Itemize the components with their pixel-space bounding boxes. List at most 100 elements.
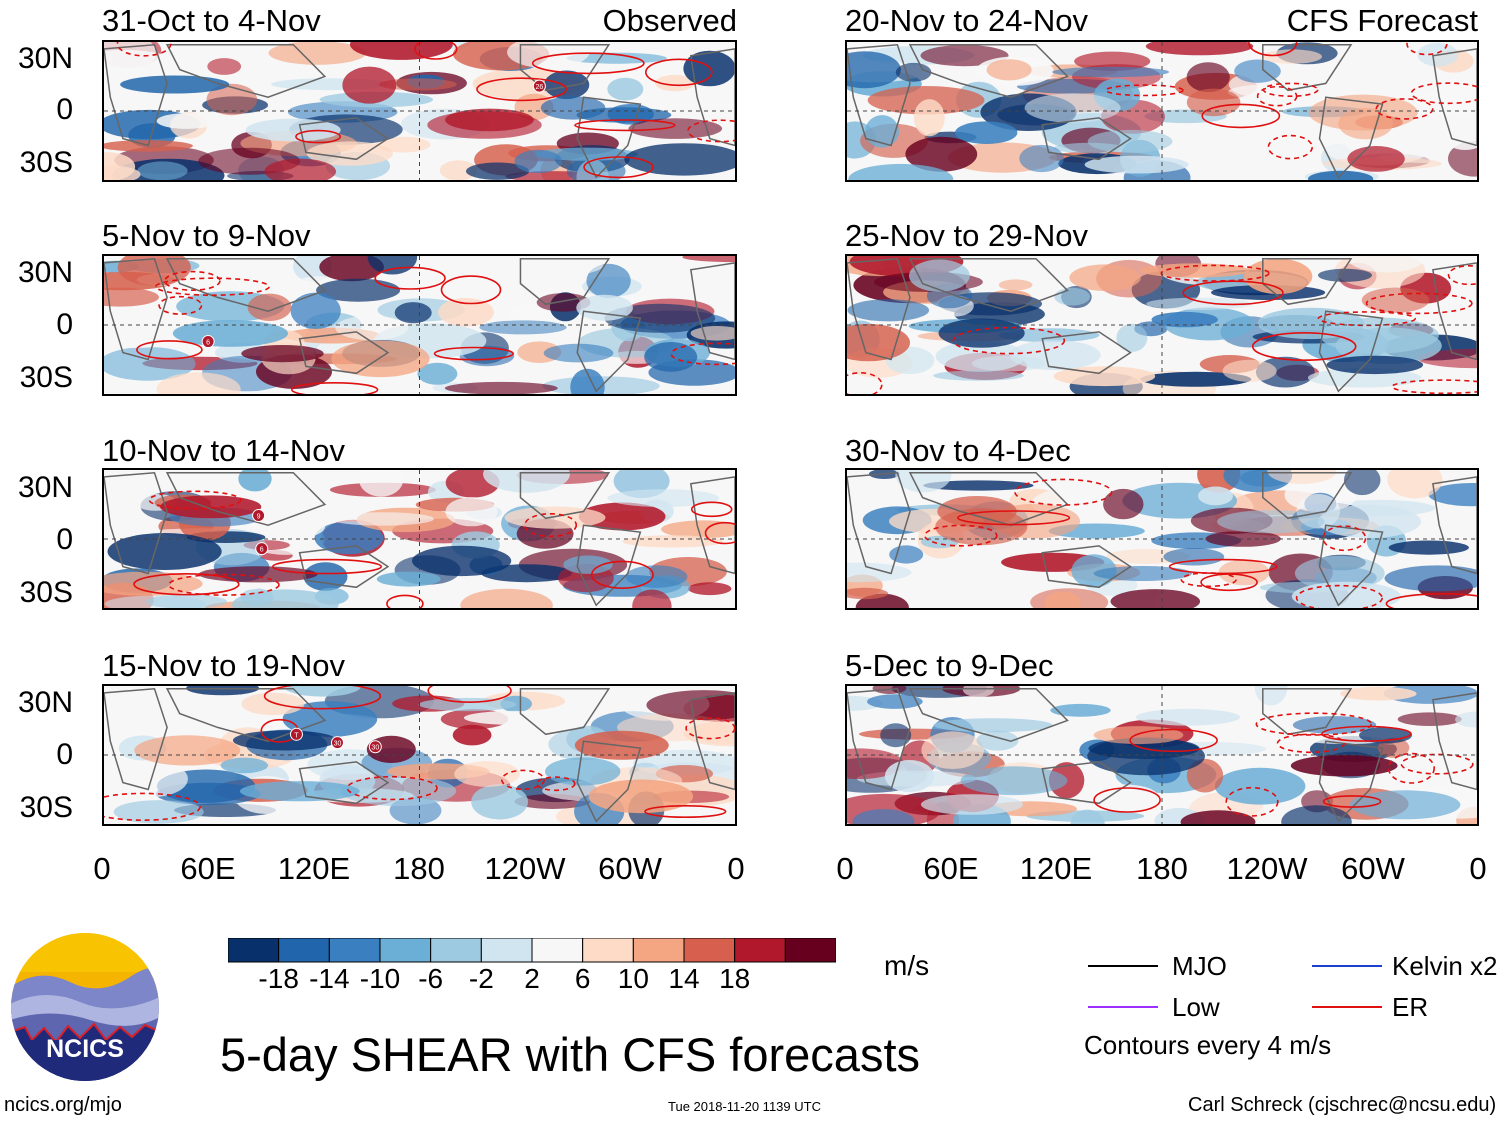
- colorbar-swatches: [228, 938, 836, 963]
- shear-anomaly-blob: [688, 582, 732, 596]
- lat-label: 30S: [19, 576, 73, 609]
- shear-anomaly-blob: [117, 256, 191, 286]
- shear-map-panel: 6: [102, 254, 737, 396]
- shear-anomaly-blob: [137, 161, 188, 180]
- shear-anomaly-blob: [586, 263, 631, 298]
- shear-anomaly-blob: [655, 74, 695, 92]
- coastline: [1262, 688, 1353, 736]
- panel-tag-forecast: CFS Forecast: [1286, 3, 1478, 38]
- shear-anomaly-blob: [847, 562, 912, 583]
- shear-anomaly-blob: [976, 730, 1019, 751]
- er-contour: [1322, 525, 1367, 552]
- coastline: [689, 48, 735, 147]
- lon-label: 120E: [277, 851, 351, 886]
- storm-label: 6: [260, 547, 264, 554]
- colorbar-swatch: [683, 938, 736, 963]
- shear-anomaly-blob: [1318, 268, 1372, 282]
- colorbar-swatch: [328, 938, 381, 963]
- shear-anomaly-blob: [960, 766, 1068, 796]
- coastline: [104, 687, 168, 791]
- shear-anomaly-blob: [247, 293, 292, 321]
- coastline: [298, 117, 390, 161]
- er-contour: [1168, 558, 1278, 575]
- shear-anomaly-blob: [463, 710, 566, 725]
- er-contour: [1400, 753, 1474, 775]
- er-contour: [374, 266, 446, 290]
- shear-anomaly-blob: [933, 370, 1024, 381]
- shear-anomaly-blob: [104, 323, 188, 348]
- shear-map-panel: [845, 468, 1479, 610]
- shear-anomaly-blob: [156, 372, 241, 394]
- er-contour: [952, 326, 1066, 355]
- coastline: [1262, 258, 1353, 306]
- shear-anomaly-blob: [1262, 49, 1322, 64]
- shear-map-panel: [845, 40, 1479, 182]
- shear-map-panel: 26: [102, 40, 737, 182]
- er-contour: [1093, 787, 1161, 813]
- shear-anomaly-blob: [852, 809, 915, 824]
- shear-anomaly-blob: [1317, 504, 1421, 539]
- footer-url[interactable]: ncics.org/mjo: [4, 1094, 122, 1116]
- shear-anomaly-blob: [1397, 712, 1462, 726]
- shear-anomaly-blob: [622, 535, 723, 548]
- coastline: [1432, 48, 1477, 147]
- er-contour: [1322, 795, 1382, 808]
- lat-label: 30N: [17, 42, 73, 75]
- shear-anomaly-blob: [314, 521, 384, 555]
- er-contour: [1410, 82, 1477, 105]
- coastline: [689, 262, 735, 361]
- shear-anomaly-blob: [867, 694, 923, 709]
- panel-title: 20-Nov to 24-Nov: [845, 3, 1088, 38]
- shear-anomaly-blob: [895, 470, 952, 493]
- shear-anomaly-blob: [1140, 371, 1252, 387]
- shear-anomaly-blob: [1387, 470, 1443, 499]
- logo-text: NCICS: [46, 1035, 124, 1063]
- shear-anomaly-blob: [1050, 703, 1111, 717]
- er-contour: [500, 769, 545, 791]
- shear-anomaly-blob: [160, 495, 262, 519]
- shear-anomaly-blob: [1140, 263, 1250, 278]
- lon-label: 0: [1469, 851, 1487, 886]
- shear-anomaly-blob: [1116, 323, 1148, 352]
- tropical-cyclone-icon: T: [289, 727, 303, 741]
- shear-anomaly-blob: [1243, 258, 1313, 295]
- shear-anomaly-blob: [578, 502, 666, 531]
- er-contour: [1160, 264, 1270, 282]
- colorbar-units: m/s: [884, 950, 930, 981]
- shear-anomaly-blob: [1291, 581, 1401, 608]
- lon-label: 120W: [1226, 851, 1308, 886]
- shear-anomaly-blob: [1110, 589, 1201, 608]
- shear-anomaly-blob: [1349, 790, 1461, 820]
- shear-anomaly-blob: [1198, 486, 1233, 506]
- er-contour: [1317, 311, 1416, 327]
- er-contour: [1385, 593, 1477, 608]
- coastline: [1262, 44, 1353, 92]
- shear-anomaly-blob: [920, 45, 1009, 67]
- coastline: [1318, 524, 1384, 607]
- shear-anomaly-blob: [1163, 548, 1225, 566]
- shear-anomaly-blob: [1428, 483, 1477, 507]
- shear-anomaly-blob: [232, 730, 337, 751]
- er-contour: [476, 77, 567, 102]
- er-contour: [1276, 733, 1346, 754]
- er-contour: [263, 686, 382, 710]
- shear-anomaly-blob: [1071, 554, 1117, 588]
- shear-anomaly-blob: [1234, 59, 1281, 83]
- shear-anomaly-blob: [625, 565, 688, 588]
- lat-label: 0: [56, 93, 73, 126]
- er-contour: [291, 382, 379, 394]
- shear-anomaly-blob: [335, 315, 409, 341]
- lat-label: 30S: [19, 791, 73, 824]
- storm-label: 30: [334, 741, 342, 748]
- tropical-cyclone-icon: 6: [255, 542, 269, 556]
- colorbar-swatch: [430, 938, 482, 963]
- er-contour: [1014, 478, 1113, 506]
- shear-anomaly-blob: [145, 594, 228, 608]
- shear-anomaly-blob: [438, 298, 494, 327]
- shear-anomaly-blob: [412, 545, 512, 577]
- shear-anomaly-blob: [1338, 107, 1393, 140]
- shear-anomaly-blob: [1044, 591, 1081, 608]
- er-contour: [133, 572, 240, 596]
- colorbar-swatch: [582, 938, 634, 963]
- er-contour: [670, 342, 735, 366]
